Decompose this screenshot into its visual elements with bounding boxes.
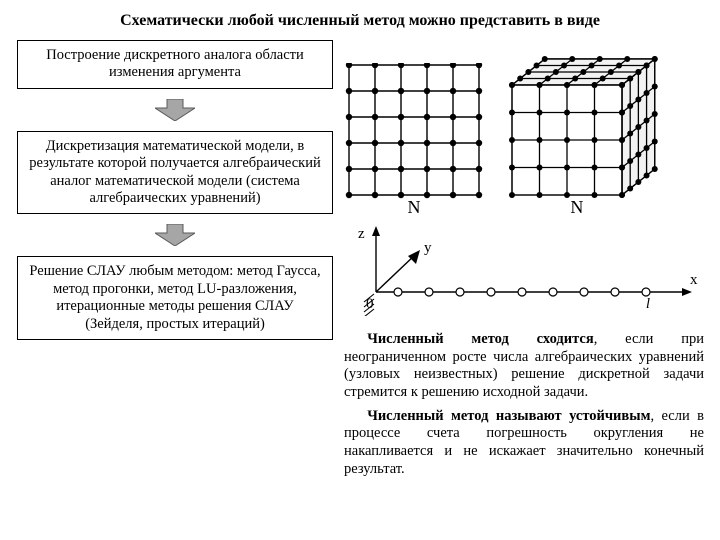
step-box-2: Дискретизация математической модели, в р… [17,131,333,215]
paragraph-2: Численный метод называют устойчивым, есл… [344,408,704,479]
slide: Схематически любой численный метод можно… [0,0,720,540]
arrow-down-icon [155,99,195,121]
arrow-down-2 [155,224,195,246]
svg-text:z: z [358,226,365,242]
paragraph-1: Численный метод сходится, если при неогр… [344,331,704,402]
text-block: Численный метод сходится, если при неогр… [344,331,704,479]
svg-text:l: l [646,296,650,312]
grid-2d-svg: N [344,63,484,215]
svg-text:x: x [690,272,698,288]
p2-bold: Численный метод называют устойчивым [367,408,650,424]
cube-3d-svg: N [502,40,697,215]
slide-title: Схематически любой численный метод можно… [24,12,696,30]
step-box-3: Решение СЛАУ любым методом: метод Гаусса… [17,256,333,340]
cube-3d: N [502,40,697,220]
diagrams-row: N N [344,40,704,220]
axis-1d: z y x 0 l [344,224,704,321]
step-box-1: Построение дискретного аналога области и… [17,40,333,89]
right-column: N N z y x 0 l Численный метод сходится, если… [344,40,704,485]
flow-column: Построение дискретного аналога области и… [24,40,326,485]
p1-bold: Численный метод сходится [367,331,594,347]
two-columns: Построение дискретного аналога области и… [24,40,696,485]
svg-text:0: 0 [366,296,374,312]
arrow-down-icon [155,224,195,246]
svg-text:y: y [424,240,432,256]
svg-text:N: N [408,197,421,215]
axis-1d-svg: z y x 0 l [344,224,704,316]
svg-text:N: N [570,197,583,215]
grid-2d: N [344,63,484,220]
arrow-down-1 [155,99,195,121]
